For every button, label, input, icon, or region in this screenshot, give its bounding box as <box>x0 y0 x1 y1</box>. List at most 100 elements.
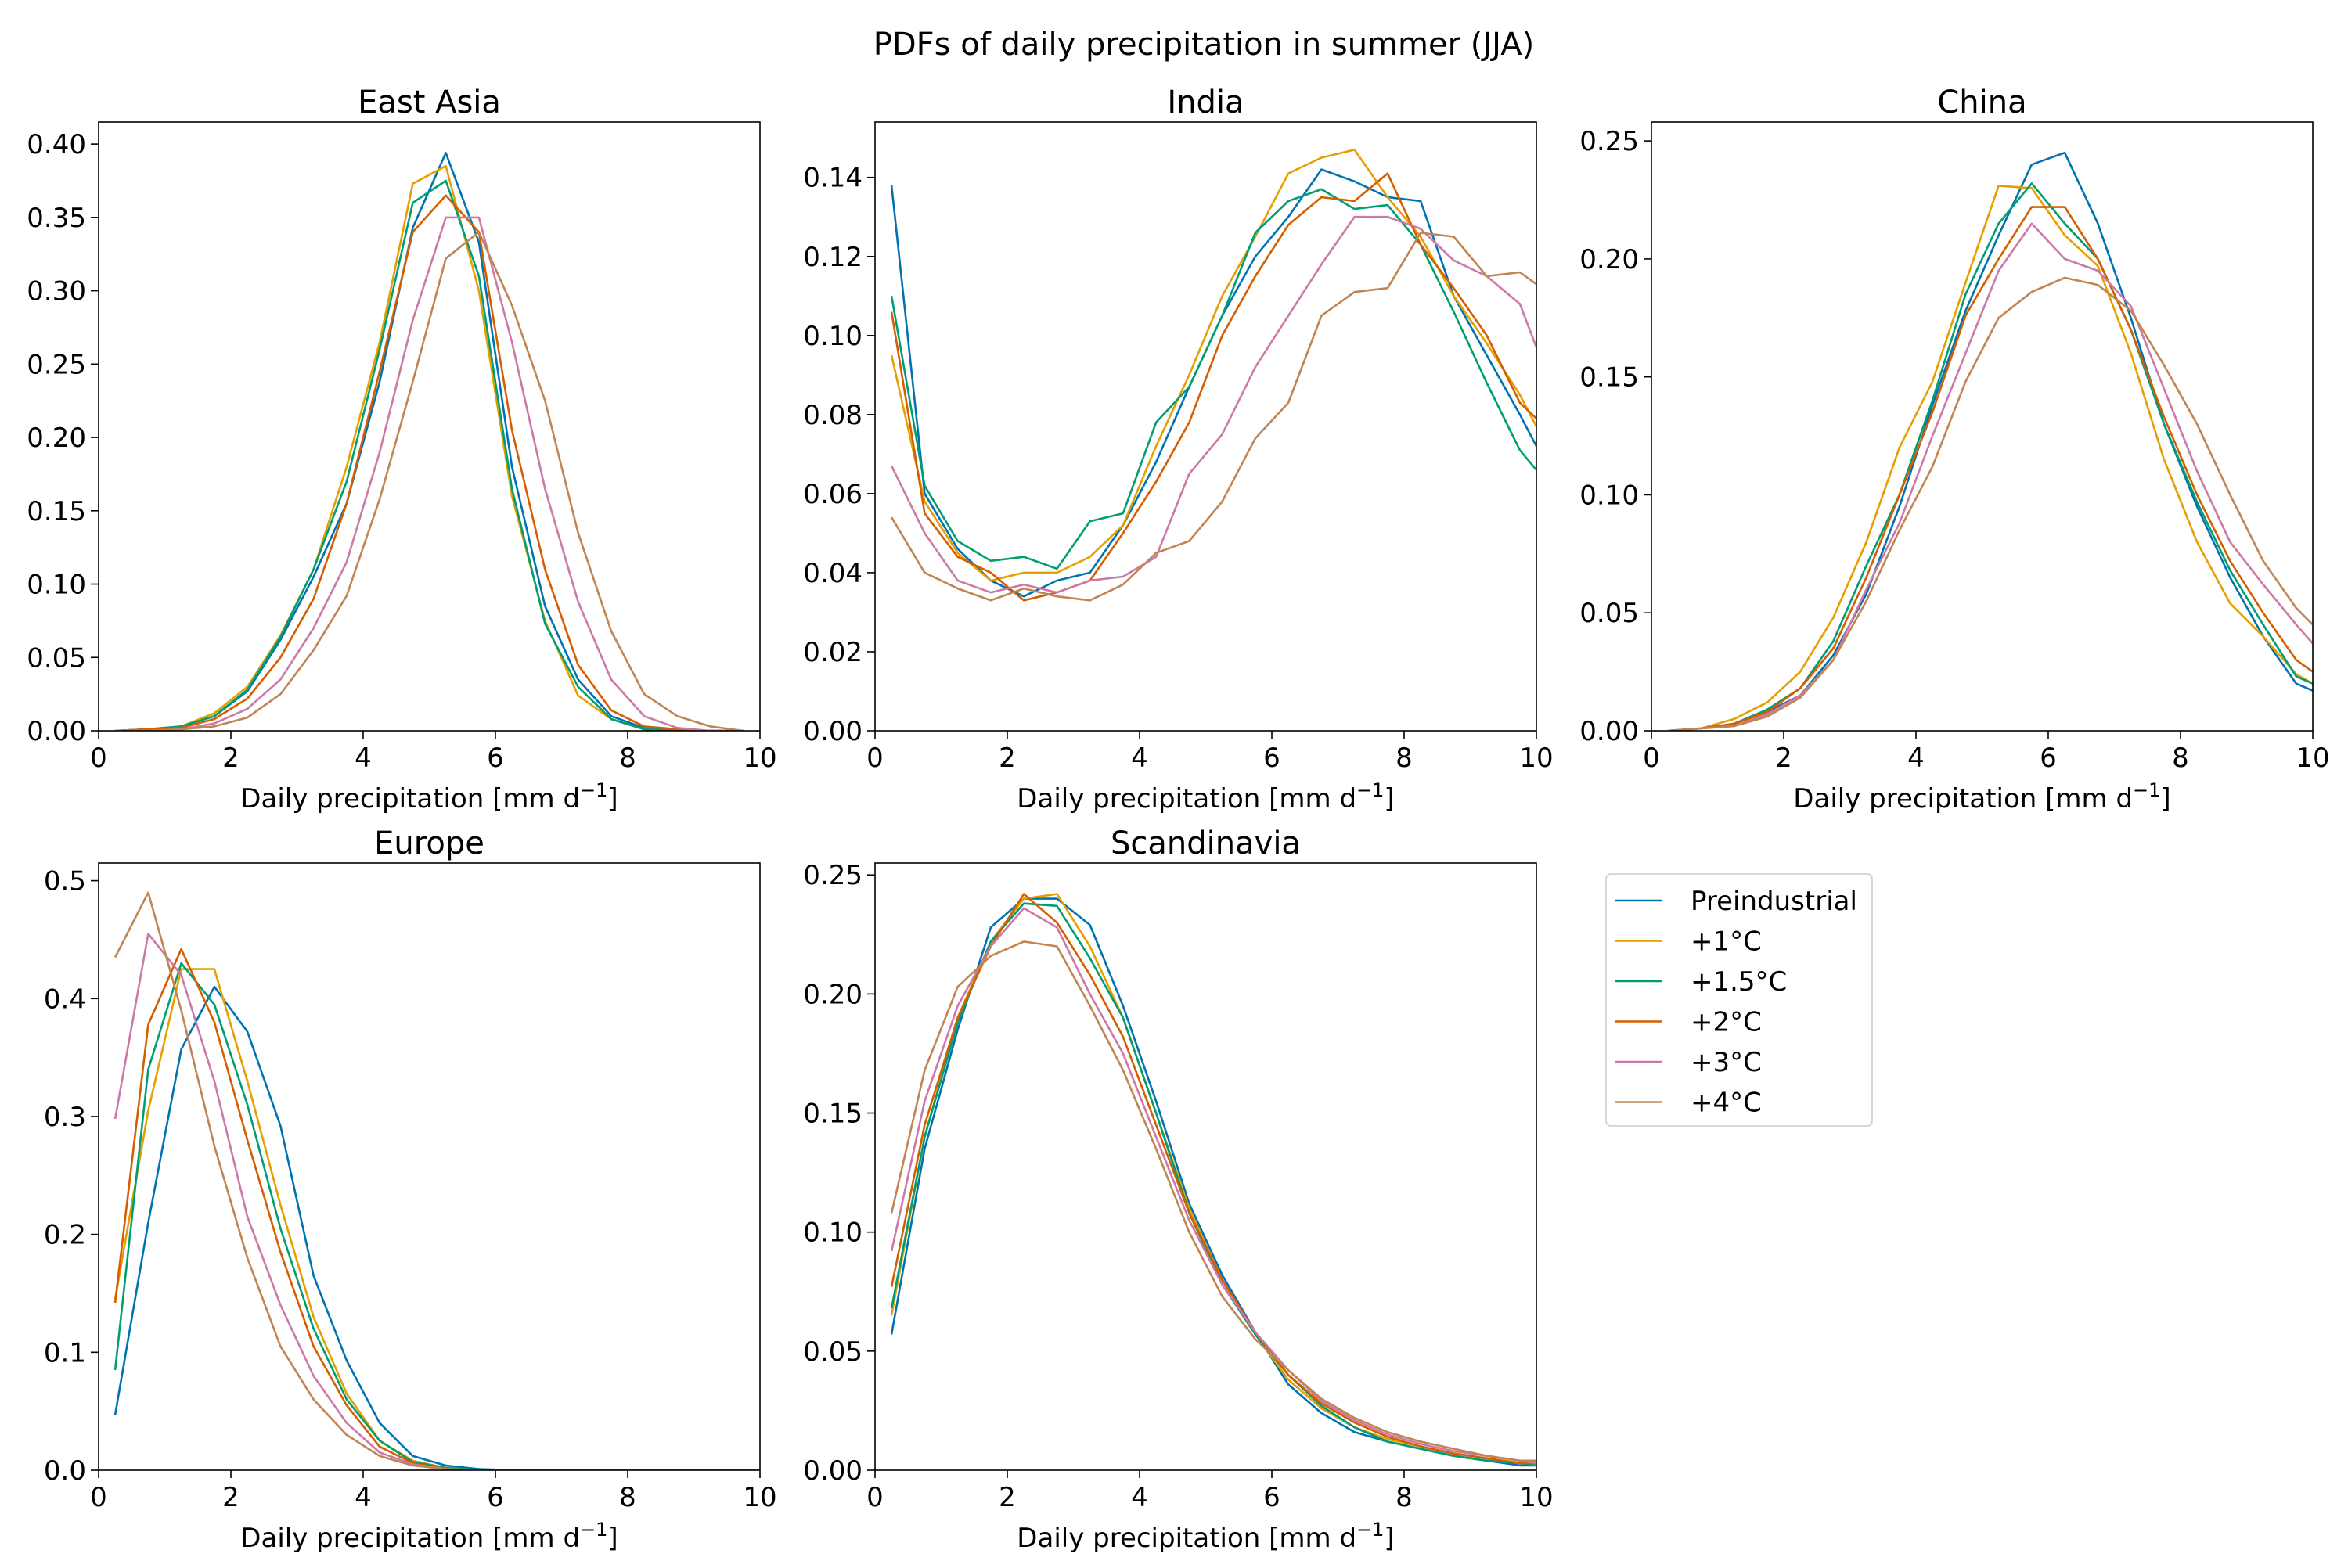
legend-entry-plus-3c: +3°C <box>1615 1047 1762 1078</box>
x-tick-label: 6 <box>487 1482 504 1513</box>
series-line-plus-3c <box>890 907 1536 1465</box>
y-tick-label: 0.05 <box>1579 598 1639 629</box>
y-tick-label: 0.00 <box>803 716 862 747</box>
x-tick-label: 8 <box>619 1482 636 1513</box>
series-line-plus-4c <box>115 231 744 731</box>
panel-china: China 0 2 4 6 8 10 0.00 0.05 0.10 0.15 0.20 0.25 Dail… <box>1579 85 2329 815</box>
x-tick-label: 4 <box>355 743 372 774</box>
legend-box <box>1605 873 1873 1127</box>
x-tick-label: 10 <box>1519 743 1553 774</box>
x-tick-label: 6 <box>1263 1482 1280 1513</box>
series-line-plus-1-5c <box>890 188 1536 570</box>
y-tick-label: 0.4 <box>44 984 86 1015</box>
series-line-plus-2c <box>890 893 1536 1465</box>
figure-title: PDFs of daily precipitation in summer (J… <box>873 27 1535 63</box>
series-line-plus-3c <box>115 216 744 731</box>
legend-entry-plus-4c: +4°C <box>1615 1088 1762 1119</box>
series-line-plus-2c <box>890 172 1536 602</box>
legend-entry-preindustrial: Preindustrial <box>1615 886 1857 917</box>
series-line-plus-4c <box>113 891 760 1470</box>
y-tick-label: 0.00 <box>27 716 86 747</box>
x-tick-label: 6 <box>1263 743 1280 774</box>
series-line-preindustrial <box>113 985 760 1470</box>
y-tick-label: 0.40 <box>27 129 86 160</box>
y-tick-label: 0.10 <box>27 570 86 601</box>
legend-entry-plus-2c: +2°C <box>1615 1007 1762 1038</box>
x-tick-label: 8 <box>1395 743 1413 774</box>
y-tick-label: 0.15 <box>27 496 86 527</box>
y-tick-label: 0.20 <box>27 423 86 454</box>
y-tick-label: 0.5 <box>44 866 86 897</box>
y-tick-label: 0.30 <box>27 276 86 307</box>
x-tick-label: 4 <box>1131 743 1148 774</box>
x-tick-label: 2 <box>222 1482 239 1513</box>
y-tick-label: 0.14 <box>803 163 862 194</box>
series-line-plus-1-5c <box>890 902 1536 1467</box>
y-tick-label: 0.3 <box>44 1102 86 1133</box>
y-tick-label: 0.06 <box>803 479 862 510</box>
panel-title: Europe <box>374 825 484 861</box>
x-tick-label: 0 <box>866 1482 884 1513</box>
x-tick-label: 8 <box>1395 1482 1413 1513</box>
x-axis-label: Daily precipitation [mm d−1] <box>1017 1519 1394 1554</box>
x-tick-label: 4 <box>355 1482 372 1513</box>
series-line-preindustrial <box>890 897 1536 1467</box>
x-tick-label: 2 <box>999 1482 1016 1513</box>
y-tick-label: 0.05 <box>803 1336 862 1368</box>
series-line-plus-1-5c <box>113 962 760 1470</box>
x-axis-label: Daily precipitation [mm d−1] <box>1017 779 1394 815</box>
panel-europe: Europe 0 2 4 6 8 10 0.0 0.1 0.2 0.3 0.4 0.5 Daily pre… <box>44 825 777 1554</box>
x-tick-label: 10 <box>2296 743 2329 774</box>
panel-east-asia: East Asia 0 2 4 6 8 10 0.00 0.05 0.10 0.15 0.20 0.25… <box>27 85 776 815</box>
series-line-plus-4c <box>890 940 1536 1462</box>
series-group <box>890 149 1536 602</box>
legend-entry-plus-1c: +1°C <box>1615 926 1762 958</box>
x-tick-label: 4 <box>1907 743 1925 774</box>
plot-frame <box>874 121 1537 732</box>
x-axis-label: Daily precipitation [mm d−1] <box>240 779 618 815</box>
legend: Preindustrial +1°C +1.5°C +2°C +3°C +4°C <box>1605 873 1873 1127</box>
y-tick-label: 0.0 <box>44 1455 86 1487</box>
x-tick-label: 6 <box>2040 743 2057 774</box>
y-tick-label: 0.2 <box>44 1220 86 1251</box>
y-tick-label: 0.1 <box>44 1337 86 1368</box>
series-line-plus-1c <box>115 164 744 731</box>
legend-label: +1°C <box>1691 926 1762 958</box>
series-line-plus-2c <box>1668 206 2313 731</box>
series-line-plus-1c <box>113 968 760 1470</box>
x-tick-label: 0 <box>866 743 884 774</box>
panel-india: India 0 2 4 6 8 10 0.00 0.02 0.04 0.06 0.08 0.10 0.12… <box>803 85 1553 815</box>
y-tick-label: 0.15 <box>803 1099 862 1130</box>
y-tick-label: 0.25 <box>803 860 862 891</box>
y-tick-label: 0.10 <box>803 1217 862 1249</box>
plot-frame <box>98 862 761 1471</box>
series-line-plus-1c <box>890 893 1536 1465</box>
y-tick-label: 0.08 <box>803 400 862 431</box>
series-line-plus-2c <box>113 948 760 1470</box>
y-tick-label: 0.25 <box>27 349 86 380</box>
plot-frame <box>98 121 761 732</box>
x-tick-label: 2 <box>222 743 239 774</box>
x-axis-label: Daily precipitation [mm d−1] <box>1793 779 2170 815</box>
series-line-plus-4c <box>1668 276 2313 731</box>
y-tick-label: 0.20 <box>1579 244 1639 275</box>
x-tick-label: 10 <box>743 1482 776 1513</box>
legend-label: Preindustrial <box>1691 886 1857 917</box>
x-tick-label: 2 <box>1775 743 1792 774</box>
legend-label: +3°C <box>1691 1047 1762 1078</box>
panel-title: India <box>1167 85 1244 120</box>
y-tick-label: 0.25 <box>1579 126 1639 157</box>
series-line-plus-4c <box>890 232 1536 602</box>
x-tick-label: 0 <box>90 743 107 774</box>
legend-label: +1.5°C <box>1691 966 1787 998</box>
panel-scandinavia: Scandinavia 0 2 4 6 8 10 0.00 0.05 0.10 0.15 0.20 0.… <box>803 825 1553 1554</box>
plot-frame <box>1651 121 2314 732</box>
x-tick-label: 10 <box>1519 1482 1553 1513</box>
y-tick-label: 0.15 <box>1579 362 1639 394</box>
x-tick-label: 0 <box>90 1482 107 1513</box>
x-tick-label: 8 <box>2172 743 2189 774</box>
x-tick-label: 2 <box>999 743 1016 774</box>
y-tick-label: 0.35 <box>27 203 86 234</box>
